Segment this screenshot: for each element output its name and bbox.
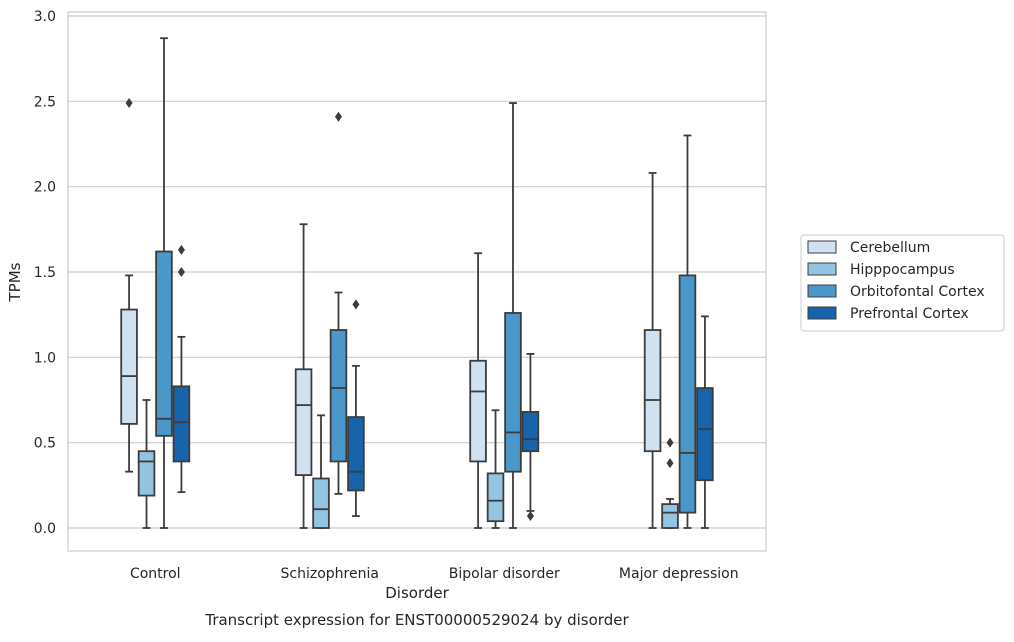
box-iqr <box>486 472 505 523</box>
box-iqr <box>137 450 156 497</box>
box-prefrontal-cortex <box>521 353 540 522</box>
legend-item-label: Orbitofontal Cortex <box>850 284 985 300</box>
legend-swatch <box>807 284 837 298</box>
box-iqr <box>172 385 191 463</box>
y-tick-label: 0.0 <box>34 521 56 537</box>
box-iqr <box>643 329 662 453</box>
box-iqr <box>696 387 714 482</box>
legend-item-label: Hipppocampus <box>850 262 955 278</box>
box-iqr <box>329 329 348 463</box>
x-tick-label: Bipolar disorder <box>449 566 560 582</box>
y-tick-label: 2.0 <box>34 180 56 196</box>
box-cerebellum <box>469 252 487 529</box>
x-tick-label: Schizophrenia <box>281 566 379 582</box>
legend-item-label: Prefrontal Cortex <box>850 306 969 322</box>
box-iqr <box>678 274 697 514</box>
outlier-point <box>177 267 185 277</box>
legend-swatch <box>807 262 837 276</box>
box-prefrontal-cortex <box>347 299 365 517</box>
box-orbitofontal-cortex <box>504 102 522 529</box>
box-iqr <box>661 503 679 529</box>
outlier-point <box>666 437 674 448</box>
y-axis-label: TPMs <box>6 262 24 302</box>
outlier-point <box>125 98 133 109</box>
box-iqr <box>504 312 522 473</box>
x-tick-label: Major depression <box>619 566 739 582</box>
outlier-point <box>334 111 342 122</box>
outlier-point <box>352 299 360 310</box>
y-tick-label: 0.5 <box>34 436 56 452</box>
box-hipppocampus <box>486 409 505 529</box>
outlier-point <box>177 244 185 255</box>
x-axis-label: Disorder <box>385 584 449 602</box>
plot-frame <box>67 11 767 552</box>
box-iqr <box>155 250 173 437</box>
box-orbitofontal-cortex <box>678 134 697 529</box>
box-hipppocampus <box>137 399 156 529</box>
box-prefrontal-cortex <box>172 244 191 494</box>
y-tick-label: 1.0 <box>34 350 56 366</box>
outlier-point <box>526 511 534 522</box>
box-cerebellum <box>120 98 138 473</box>
box-cerebellum <box>294 223 313 529</box>
box-orbitofontal-cortex <box>155 37 173 529</box>
y-axis-ticks: 0.0 0.5 1.0 1.5 2.0 2.5 3.0 <box>34 9 56 537</box>
box-iqr <box>347 416 365 492</box>
y-tick-label: 2.5 <box>34 94 56 110</box>
box-iqr <box>294 368 313 476</box>
box-orbitofontal-cortex <box>329 111 348 495</box>
box-iqr <box>120 308 138 425</box>
outlier-point <box>666 458 674 469</box>
legend[interactable]: Cerebellum Hipppocampus Orbitofontal Corte… <box>800 234 1005 332</box>
y-tick-label: 3.0 <box>34 9 56 25</box>
chart-title: Transcript expression for ENST0000052902… <box>204 611 629 629</box>
legend-frame <box>800 234 1005 332</box>
legend-swatch <box>807 240 837 254</box>
legend-item-label: Cerebellum <box>850 240 930 256</box>
legend-swatch <box>807 306 837 320</box>
box-prefrontal-cortex <box>696 315 714 529</box>
y-tick-label: 1.5 <box>34 265 56 281</box>
x-tick-label: Control <box>130 566 181 582</box>
box-hipppocampus <box>661 437 679 529</box>
box-hipppocampus <box>312 414 330 529</box>
box-iqr <box>521 411 540 453</box>
box-cerebellum <box>643 172 662 529</box>
box-iqr <box>312 477 330 529</box>
box-iqr <box>469 359 487 463</box>
x-axis-ticks: Control Schizophrenia Bipolar disorder Majo… <box>130 566 739 582</box>
box-plot-series <box>120 37 714 529</box>
